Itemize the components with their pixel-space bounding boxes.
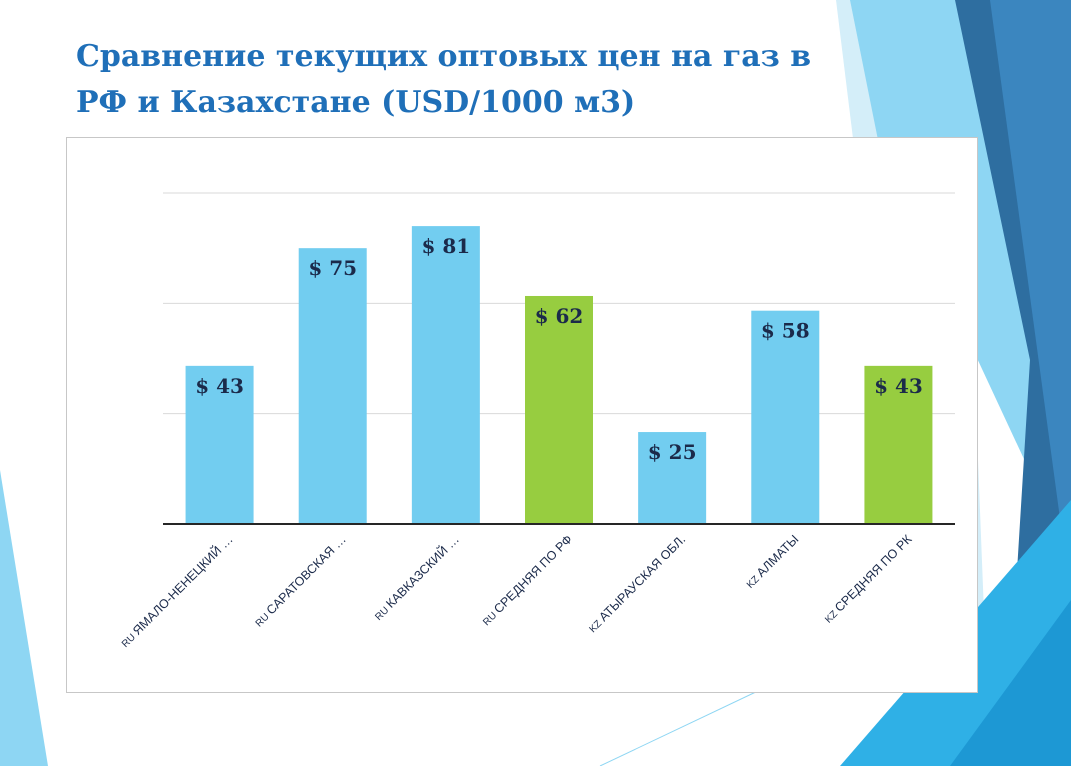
category-name: АТЫРАУСКАЯ ОБЛ. xyxy=(596,532,688,624)
chart-bar xyxy=(638,432,707,524)
bar-data-label: $ 75 xyxy=(308,256,357,280)
chart-bar xyxy=(411,226,480,524)
bg-ribbon-left xyxy=(0,470,48,766)
category-name: ЯМАЛО-НЕНЕЦКИЙ … xyxy=(129,532,235,638)
category-name: КАВКАЗСКИЙ … xyxy=(383,532,462,611)
bar-data-label: $ 58 xyxy=(761,319,810,343)
bg-thin-line xyxy=(599,689,761,766)
category-name: СРЕДНЯЯ ПО РК xyxy=(832,532,915,615)
category-tick-label: RU СРЕДНЯЯ ПО РФ xyxy=(479,532,575,628)
category-tick-label: KZ СРЕДНЯЯ ПО РК xyxy=(821,532,915,626)
category-tick-label: RU ЯМАЛО-НЕНЕЦКИЙ … xyxy=(117,532,235,650)
bar-data-label: $ 43 xyxy=(195,374,244,398)
bg-ribbon-bottom-dark xyxy=(950,600,1071,766)
category-tick-label: RU САРАТОВСКАЯ … xyxy=(252,532,349,629)
bg-ribbon-mid xyxy=(990,0,1071,600)
chart-bar xyxy=(864,365,933,524)
category-name: САРАТОВСКАЯ … xyxy=(264,532,349,617)
category-name: АЛМАТЫ xyxy=(754,532,802,580)
bar-data-label: $ 25 xyxy=(648,440,697,464)
category-tick-label: KZ АЛМАТЫ xyxy=(743,532,802,591)
category-tick-label: RU КАВКАЗСКИЙ … xyxy=(371,532,462,623)
chart-bar xyxy=(298,248,367,524)
category-name: СРЕДНЯЯ ПО РФ xyxy=(491,532,575,616)
bar-data-label: $ 43 xyxy=(874,374,923,398)
chart-bar xyxy=(185,365,254,524)
category-tick-label: KZ АТЫРАУСКАЯ ОБЛ. xyxy=(585,532,688,635)
bar-chart: $ 43 RU ЯМАЛО-НЕНЕЦКИЙ … $ 75 RU САРАТОВСКА… xyxy=(117,192,955,650)
bar-data-label: $ 62 xyxy=(535,304,584,328)
page-title: Сравнение текущих оптовых цен на газ в Р… xyxy=(76,39,812,120)
chart-panel: $ 43 RU ЯМАЛО-НЕНЕЦКИЙ … $ 75 RU САРАТОВСКА… xyxy=(66,137,978,693)
chart-bar xyxy=(751,310,820,524)
bar-data-label: $ 81 xyxy=(421,234,470,258)
chart-bar xyxy=(525,295,593,524)
